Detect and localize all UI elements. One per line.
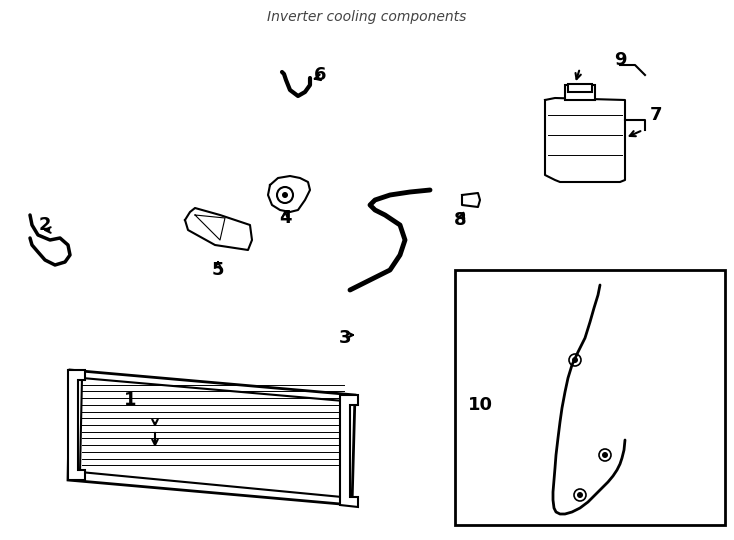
Text: 3: 3 bbox=[339, 329, 352, 347]
Circle shape bbox=[602, 452, 608, 458]
Bar bbox=[568, 84, 592, 92]
Text: 9: 9 bbox=[614, 51, 626, 69]
Text: 2: 2 bbox=[39, 216, 51, 234]
Text: 7: 7 bbox=[650, 106, 663, 124]
Polygon shape bbox=[268, 176, 310, 212]
Text: 4: 4 bbox=[279, 209, 291, 227]
Text: 8: 8 bbox=[454, 211, 466, 229]
Polygon shape bbox=[340, 395, 358, 507]
Bar bbox=[455, 270, 725, 525]
Circle shape bbox=[282, 192, 288, 198]
Text: 10: 10 bbox=[468, 396, 493, 414]
Circle shape bbox=[572, 357, 578, 363]
Text: 5: 5 bbox=[211, 261, 225, 279]
Polygon shape bbox=[68, 370, 85, 480]
Circle shape bbox=[577, 492, 583, 498]
Polygon shape bbox=[462, 193, 480, 207]
Text: 1: 1 bbox=[124, 391, 137, 409]
Text: Inverter cooling components: Inverter cooling components bbox=[267, 10, 467, 24]
Text: 6: 6 bbox=[313, 66, 326, 84]
Polygon shape bbox=[185, 208, 252, 250]
Bar bbox=[565, 85, 595, 100]
Polygon shape bbox=[545, 98, 625, 182]
